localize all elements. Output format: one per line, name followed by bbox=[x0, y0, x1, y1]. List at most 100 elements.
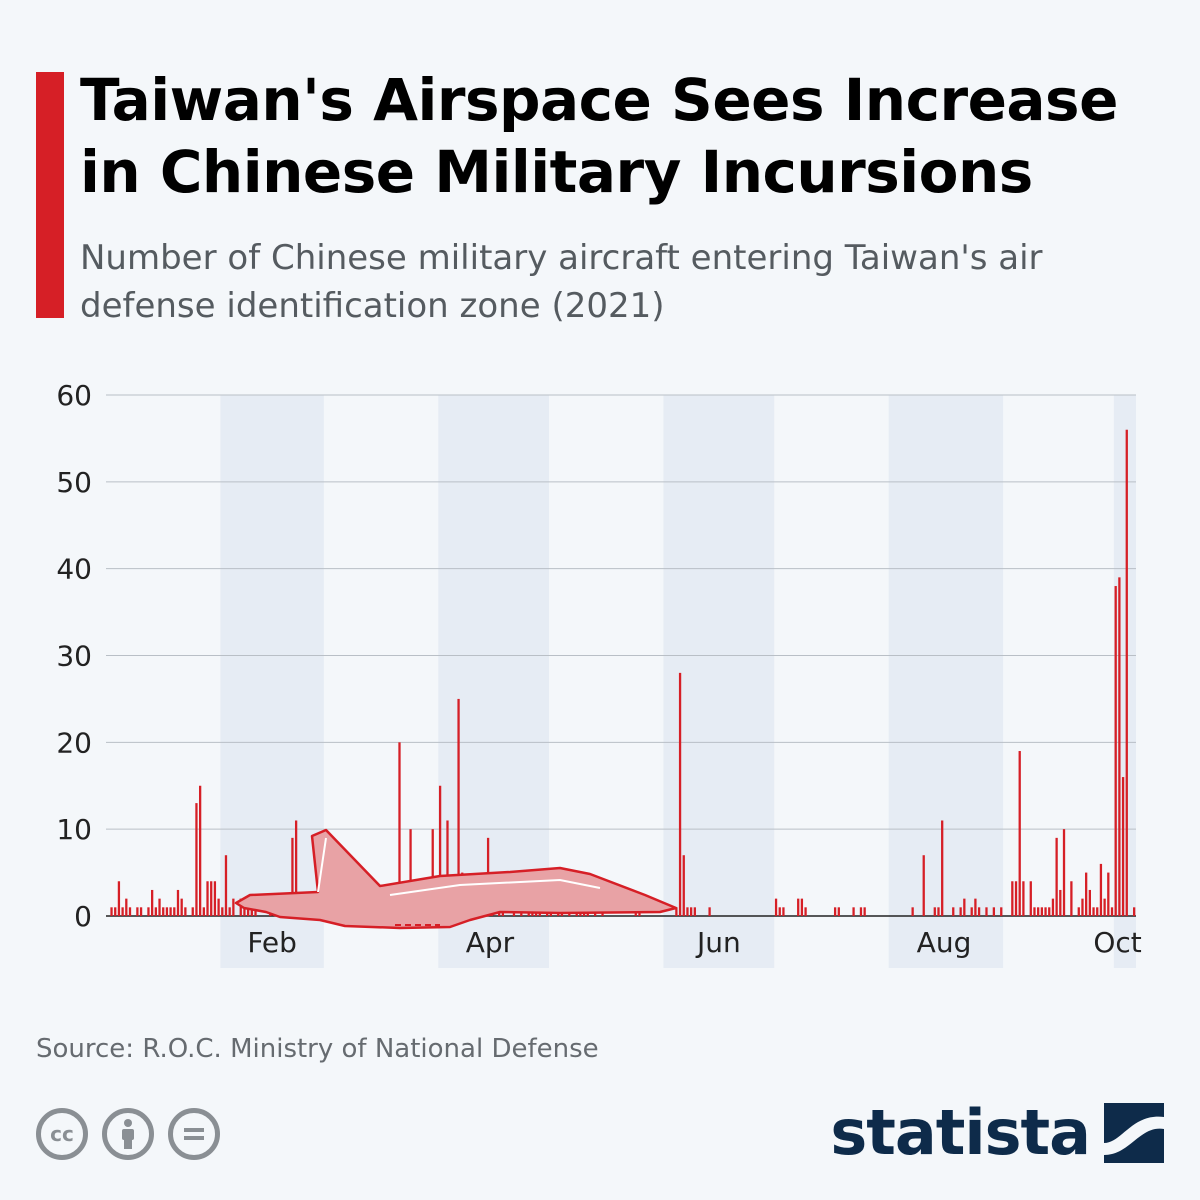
chart-subtitle: Number of Chinese military aircraft ente… bbox=[80, 238, 1043, 326]
bar bbox=[139, 907, 143, 916]
month-band bbox=[220, 395, 324, 968]
bar bbox=[952, 907, 955, 916]
bar bbox=[184, 907, 187, 916]
y-tick-label: 40 bbox=[56, 553, 92, 586]
x-axis-ticks: Feb Apr Jun Aug Oct bbox=[247, 926, 1141, 959]
bar bbox=[125, 898, 128, 916]
bar bbox=[977, 907, 981, 916]
bar bbox=[1103, 898, 1106, 916]
bar bbox=[446, 820, 449, 916]
bar bbox=[147, 907, 150, 916]
bar bbox=[1062, 829, 1066, 916]
bar bbox=[1070, 881, 1073, 916]
bar bbox=[206, 881, 209, 916]
y-tick-label: 20 bbox=[56, 726, 92, 759]
bar bbox=[1022, 881, 1025, 916]
bar bbox=[800, 898, 804, 916]
bar bbox=[1029, 881, 1032, 916]
bar bbox=[136, 907, 139, 916]
bar bbox=[191, 907, 194, 916]
month-bands bbox=[220, 395, 1136, 968]
bar bbox=[1085, 872, 1088, 916]
statista-mark-icon bbox=[1104, 1102, 1164, 1163]
bar bbox=[970, 907, 973, 916]
bar bbox=[1000, 907, 1003, 916]
bar bbox=[1121, 777, 1125, 916]
bar bbox=[195, 803, 198, 916]
bar bbox=[804, 907, 807, 916]
bar bbox=[933, 907, 936, 916]
bar bbox=[675, 907, 678, 916]
bar bbox=[959, 907, 962, 916]
bar bbox=[1011, 881, 1014, 916]
bar bbox=[1014, 881, 1018, 916]
bar bbox=[689, 907, 693, 916]
bar bbox=[246, 907, 250, 916]
bar bbox=[1088, 889, 1091, 916]
bar bbox=[151, 889, 154, 916]
bar bbox=[1051, 898, 1055, 916]
bar bbox=[291, 837, 294, 916]
bar bbox=[1092, 907, 1095, 916]
bar bbox=[1037, 907, 1040, 916]
bar bbox=[202, 907, 205, 916]
bar bbox=[1055, 837, 1058, 916]
bar bbox=[169, 907, 172, 916]
chart-title: Taiwan's Airspace Sees Increase in Chine… bbox=[80, 66, 1118, 206]
bar bbox=[992, 907, 996, 916]
bar bbox=[1110, 907, 1114, 916]
license-icons: cc bbox=[36, 1108, 220, 1160]
bar bbox=[180, 898, 183, 916]
bar bbox=[1096, 907, 1099, 916]
x-tick-label: Oct bbox=[1093, 926, 1141, 959]
statista-logo: statista bbox=[830, 1096, 1164, 1169]
y-tick-label: 60 bbox=[56, 379, 92, 412]
bar bbox=[833, 907, 837, 916]
bar bbox=[863, 907, 866, 916]
bar bbox=[243, 907, 246, 916]
y-tick-label: 30 bbox=[56, 640, 92, 673]
bar bbox=[114, 907, 117, 916]
bar bbox=[985, 907, 988, 916]
bar bbox=[1081, 898, 1084, 916]
bar bbox=[911, 907, 914, 916]
bar bbox=[797, 898, 800, 916]
bar bbox=[963, 898, 966, 916]
month-band bbox=[888, 395, 1004, 968]
x-tick-label: Feb bbox=[247, 926, 297, 959]
bar bbox=[294, 820, 298, 916]
bar bbox=[852, 907, 855, 916]
source-note: Source: R.O.C. Ministry of National Defe… bbox=[36, 1034, 599, 1064]
bar bbox=[1048, 907, 1051, 916]
bar bbox=[198, 785, 202, 916]
bar bbox=[1044, 907, 1047, 916]
x-tick-label: Jun bbox=[695, 926, 741, 959]
y-tick-label: 10 bbox=[56, 813, 92, 846]
bar bbox=[110, 907, 113, 916]
bar bbox=[922, 855, 925, 916]
bar bbox=[686, 907, 689, 916]
bar bbox=[162, 907, 165, 916]
bar bbox=[154, 907, 157, 916]
bar bbox=[708, 907, 711, 916]
x-tick-label: Aug bbox=[917, 926, 972, 959]
bar bbox=[859, 907, 863, 916]
y-tick-label: 50 bbox=[56, 466, 92, 499]
y-tick-label: 0 bbox=[74, 900, 92, 933]
bar bbox=[221, 907, 224, 916]
bar bbox=[941, 820, 944, 916]
y-axis-ticks: 0 10 20 30 40 50 60 bbox=[56, 379, 92, 933]
no-derivatives-icon bbox=[168, 1108, 220, 1160]
brand-name: statista bbox=[830, 1096, 1091, 1169]
bar bbox=[1033, 907, 1036, 916]
bar bbox=[778, 907, 781, 916]
bar bbox=[678, 672, 682, 916]
bar bbox=[457, 698, 460, 916]
bar bbox=[409, 829, 412, 916]
bar bbox=[937, 907, 940, 916]
bar bbox=[213, 881, 217, 916]
bar bbox=[121, 907, 124, 916]
bar bbox=[176, 889, 180, 916]
bar bbox=[1077, 907, 1080, 916]
x-tick-label: Apr bbox=[466, 926, 515, 959]
